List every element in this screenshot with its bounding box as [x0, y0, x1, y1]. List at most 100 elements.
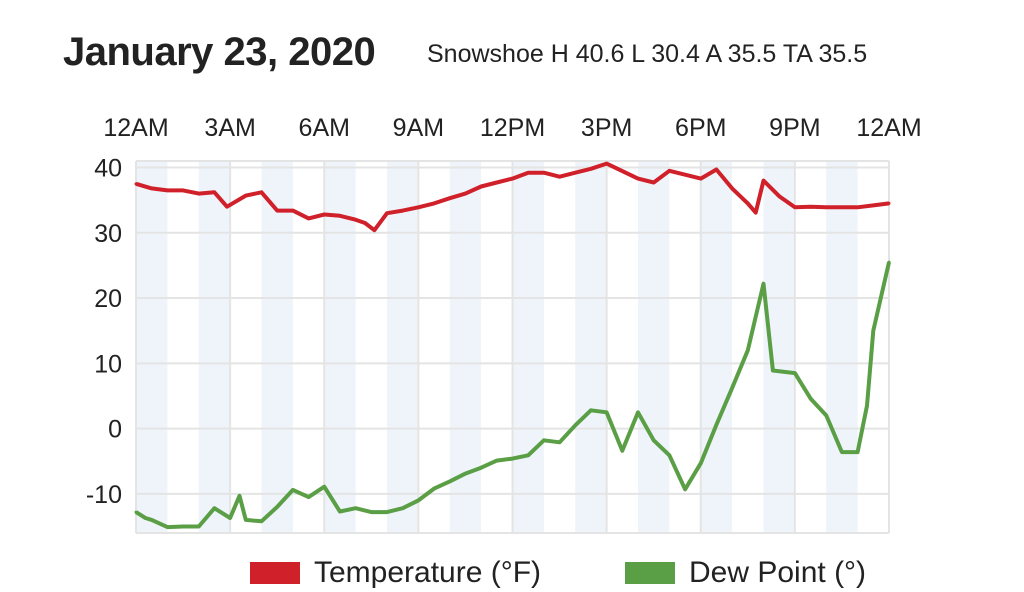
- dew-point-point: [771, 368, 775, 372]
- dew-point-point: [652, 438, 656, 442]
- temperature-point: [754, 211, 758, 215]
- temperature-point: [338, 214, 342, 218]
- x-tick-label: 3PM: [581, 114, 632, 142]
- dew-point-point: [865, 404, 869, 408]
- hour-band: [136, 161, 168, 533]
- dew-point-point: [197, 524, 201, 528]
- temperature-point: [887, 201, 891, 205]
- dew-point-point: [463, 472, 467, 476]
- temperature-point: [479, 184, 483, 188]
- dew-point-point: [558, 440, 562, 444]
- dew-point-point: [228, 516, 232, 520]
- dew-point-point: [322, 485, 326, 489]
- temperature-point: [730, 186, 734, 190]
- dew-point-point: [714, 423, 718, 427]
- hour-band: [387, 161, 419, 533]
- dew-point-point: [589, 408, 593, 412]
- dew-point-point: [526, 453, 530, 457]
- dew-point-point: [746, 348, 750, 352]
- chart-subtitle: Snowshoe H 40.6 L 30.4 A 35.5 TA 35.5: [427, 40, 868, 68]
- hour-band: [575, 161, 607, 533]
- temperature-point: [589, 167, 593, 171]
- temperature-point: [275, 209, 279, 213]
- dew-point-point: [730, 386, 734, 390]
- dew-point-point: [762, 282, 765, 286]
- dew-point-point: [275, 505, 279, 509]
- temperature-point: [260, 190, 263, 194]
- temperature-point: [244, 194, 248, 198]
- y-tick-label: -10: [86, 481, 122, 509]
- dew-point-point: [143, 516, 147, 520]
- dew-point-swatch: [625, 562, 675, 584]
- x-tick-label: 9PM: [769, 114, 820, 142]
- hour-band: [700, 161, 733, 533]
- temperature-point: [652, 181, 656, 185]
- x-tick-label: 6AM: [299, 114, 350, 142]
- dew-point-point: [212, 506, 216, 510]
- hour-band: [324, 161, 356, 533]
- hour-band: [826, 161, 858, 533]
- y-tick-label: 20: [94, 285, 122, 313]
- temperature-line: [135, 161, 890, 233]
- temperature-point: [526, 171, 530, 175]
- dew-point-point: [338, 509, 342, 513]
- temperature-point: [181, 188, 185, 192]
- temperature-point: [165, 188, 169, 192]
- legend-temperature[interactable]: Temperature (°F): [250, 556, 541, 590]
- dew-point-point: [809, 397, 813, 401]
- dew-point-point: [871, 329, 875, 333]
- x-tick-label: 9AM: [393, 114, 444, 142]
- hour-band: [763, 161, 795, 533]
- dew-point-point: [856, 450, 860, 454]
- dew-point-point: [448, 479, 452, 483]
- temperature-point: [432, 201, 436, 205]
- dew-point-point: [244, 518, 248, 522]
- chart-title: January 23, 2020: [63, 30, 376, 74]
- dew-point-point: [134, 510, 138, 514]
- temperature-swatch: [250, 562, 300, 584]
- temperature-point: [463, 192, 467, 196]
- dew-point-point: [401, 506, 405, 510]
- temperature-point: [746, 201, 750, 205]
- temperature-point: [714, 167, 718, 171]
- dew-point-point: [150, 518, 154, 522]
- temperature-point: [291, 209, 295, 213]
- temperature-point: [793, 205, 797, 209]
- temperature-point: [212, 190, 216, 194]
- dew-point-point: [667, 453, 671, 457]
- x-tick-label: 12PM: [480, 114, 545, 142]
- dew-point-point: [432, 487, 436, 491]
- temperature-point: [824, 205, 828, 209]
- temperature-point: [150, 186, 154, 190]
- temperature-point: [636, 177, 640, 181]
- hour-band: [198, 161, 231, 533]
- dew-point-point: [291, 488, 295, 492]
- temperature-point: [573, 171, 577, 175]
- x-tick-label: 6PM: [675, 114, 726, 142]
- dew-point-point: [238, 494, 242, 498]
- dew-point-line: [134, 261, 891, 530]
- temperature-point: [542, 171, 546, 175]
- legend-dew-point[interactable]: Dew Point (°): [625, 556, 866, 590]
- dew-point-point: [416, 498, 420, 502]
- dew-point-point: [605, 410, 609, 414]
- temperature-point: [225, 205, 229, 209]
- temperature-point: [372, 228, 376, 232]
- dew-point-point: [307, 495, 311, 499]
- dew-point-point: [840, 450, 844, 454]
- dew-point-point: [542, 438, 546, 442]
- x-tick-label: 12AM: [856, 114, 921, 142]
- dew-point-point: [699, 461, 703, 465]
- y-tick-label: 30: [94, 220, 122, 248]
- dew-point-point: [181, 524, 185, 528]
- y-tick-label: 10: [94, 350, 122, 378]
- dew-point-point: [683, 487, 687, 491]
- temperature-point: [448, 196, 452, 200]
- dew-point-point: [495, 459, 499, 463]
- dew-point-point: [165, 525, 169, 529]
- temperature-point: [134, 182, 138, 186]
- temperature-point: [667, 169, 671, 173]
- temperature-point: [197, 192, 201, 196]
- temperature-point: [307, 216, 311, 220]
- dew-point-point: [369, 510, 373, 514]
